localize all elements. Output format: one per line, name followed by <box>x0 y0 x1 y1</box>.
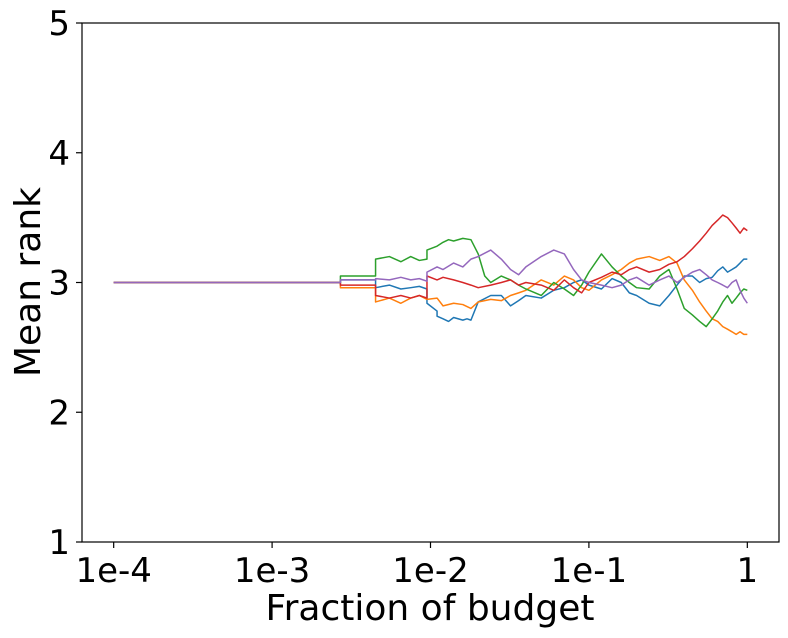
x-tick-label: 1e-2 <box>392 551 468 591</box>
y-tick-label: 3 <box>48 264 70 304</box>
y-tick-label: 4 <box>48 134 70 174</box>
x-tick-label: 1e-4 <box>75 551 151 591</box>
x-tick-label: 1 <box>736 551 758 591</box>
x-axis-ticks: 1e-4 1e-3 1e-2 1e-1 1 <box>75 542 758 591</box>
y-tick-label: 5 <box>48 4 70 44</box>
y-axis-label: Mean rank <box>8 187 49 377</box>
series-line-5 <box>113 249 748 304</box>
y-tick-label: 2 <box>48 393 70 433</box>
series-layer <box>113 214 748 336</box>
y-tick-label: 1 <box>48 523 70 563</box>
series-line-4 <box>113 214 748 299</box>
x-tick-label: 1e-1 <box>551 551 627 591</box>
y-axis-ticks: 1 2 3 4 5 <box>48 4 82 563</box>
x-axis-label: Fraction of budget <box>266 588 595 629</box>
x-tick-label: 1e-3 <box>234 551 310 591</box>
